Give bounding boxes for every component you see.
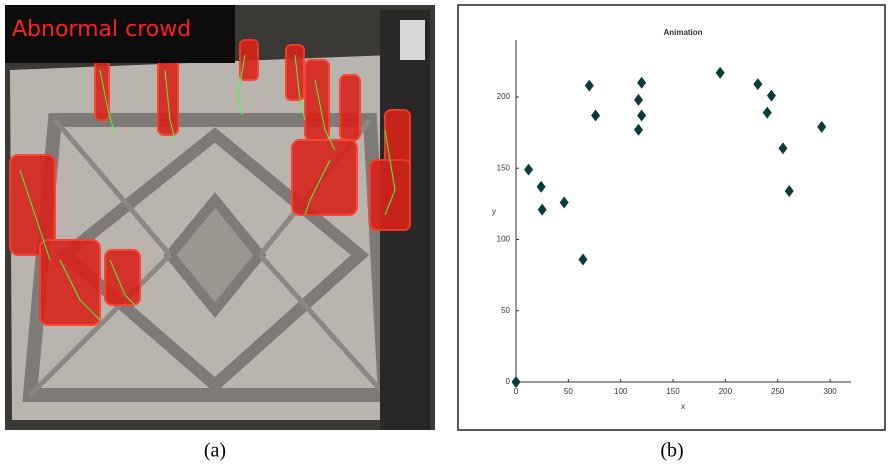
point	[766, 89, 776, 102]
point	[817, 120, 827, 133]
point	[536, 180, 546, 193]
y-tick-label: 0	[506, 377, 511, 386]
point	[753, 78, 763, 91]
x-tick-label: 100	[614, 387, 628, 396]
x-tick-label: 50	[564, 387, 573, 396]
x-tick-label: 200	[719, 387, 733, 396]
point	[762, 106, 772, 119]
x-axis-label: x	[681, 402, 685, 411]
point	[778, 142, 788, 155]
point	[715, 66, 725, 79]
point	[584, 79, 594, 92]
photo-panel: Abnormal crowd	[5, 5, 435, 430]
point	[633, 93, 643, 106]
caption: (b)	[660, 440, 683, 462]
point	[537, 203, 547, 216]
point	[578, 253, 588, 266]
point	[633, 123, 643, 136]
y-axis-label: y	[492, 207, 496, 216]
point	[524, 163, 534, 176]
chart-frame	[457, 4, 886, 431]
point	[591, 109, 601, 122]
point	[511, 376, 521, 388]
chart-title: Animation	[663, 28, 702, 37]
point	[559, 196, 569, 209]
point	[784, 185, 794, 198]
overlay-text: Abnormal crowd	[12, 17, 191, 42]
y-tick-label: 150	[497, 163, 511, 172]
y-tick-label: 100	[497, 235, 511, 244]
point	[637, 76, 647, 89]
x-tick-label: 0	[514, 387, 519, 396]
caption: (a)	[204, 440, 226, 462]
x-tick-label: 150	[666, 387, 680, 396]
y-tick-label: 50	[501, 306, 510, 315]
x-tick-label: 300	[823, 387, 837, 396]
x-tick-label: 250	[771, 387, 785, 396]
y-tick-label: 200	[497, 92, 511, 101]
point	[637, 109, 647, 122]
